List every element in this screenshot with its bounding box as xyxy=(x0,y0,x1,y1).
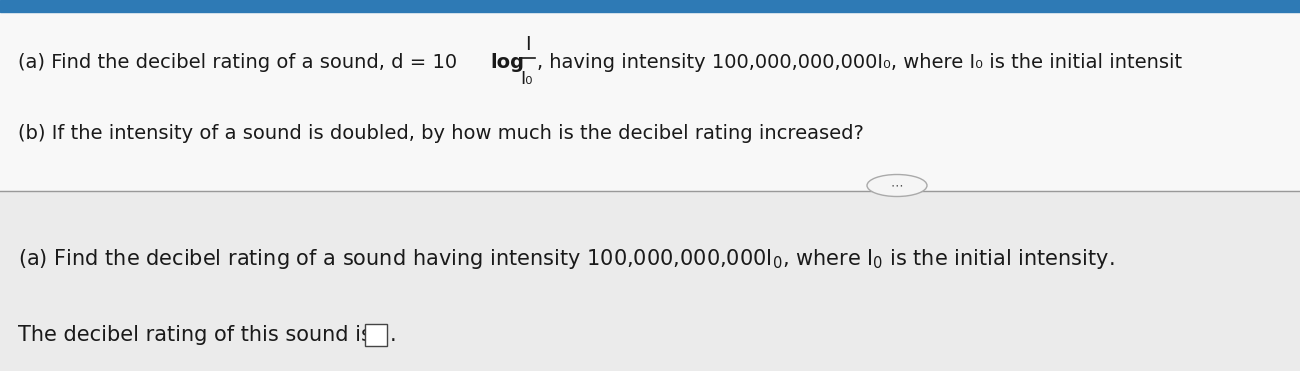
Bar xyxy=(0,12,1300,191)
Text: having intensity 100,000,000,000I₀, where I₀ is the initial intensit: having intensity 100,000,000,000I₀, wher… xyxy=(543,53,1182,72)
Ellipse shape xyxy=(867,174,927,197)
Text: I: I xyxy=(525,35,530,53)
Text: (b) If the intensity of a sound is doubled, by how much is the decibel rating in: (b) If the intensity of a sound is doubl… xyxy=(18,124,865,143)
Bar xyxy=(0,191,1300,371)
Text: .: . xyxy=(390,325,396,345)
Bar xyxy=(0,0,1300,12)
Text: (a) Find the decibel rating of a sound, d = 10: (a) Find the decibel rating of a sound, … xyxy=(18,53,463,72)
Text: (a) Find the decibel rating of a sound having intensity 100,000,000,000I$_0$, wh: (a) Find the decibel rating of a sound h… xyxy=(18,247,1114,272)
Text: log: log xyxy=(490,53,524,72)
Text: I₀: I₀ xyxy=(521,70,533,88)
FancyBboxPatch shape xyxy=(365,324,387,346)
Text: ⋯: ⋯ xyxy=(891,179,904,192)
Text: ,: , xyxy=(537,53,543,72)
Text: The decibel rating of this sound is: The decibel rating of this sound is xyxy=(18,325,378,345)
